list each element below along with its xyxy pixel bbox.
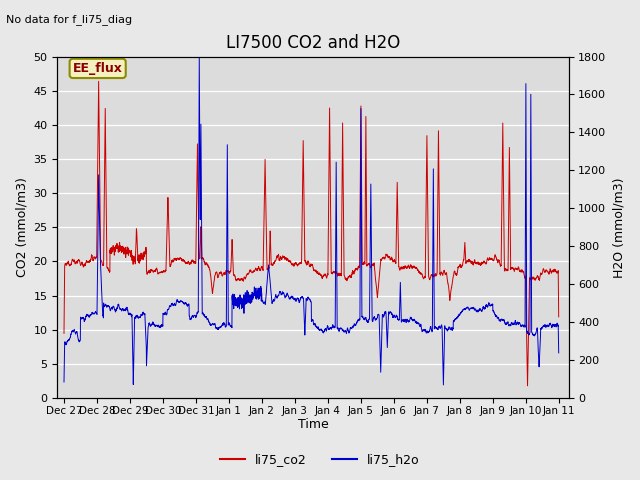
Y-axis label: CO2 (mmol/m3): CO2 (mmol/m3) — [15, 177, 28, 277]
Legend: li75_co2, li75_h2o: li75_co2, li75_h2o — [215, 448, 425, 471]
Text: No data for f_li75_diag: No data for f_li75_diag — [6, 14, 132, 25]
X-axis label: Time: Time — [298, 419, 328, 432]
Text: EE_flux: EE_flux — [73, 62, 123, 75]
Title: LI7500 CO2 and H2O: LI7500 CO2 and H2O — [226, 34, 400, 52]
Y-axis label: H2O (mmol/m3): H2O (mmol/m3) — [612, 177, 625, 277]
